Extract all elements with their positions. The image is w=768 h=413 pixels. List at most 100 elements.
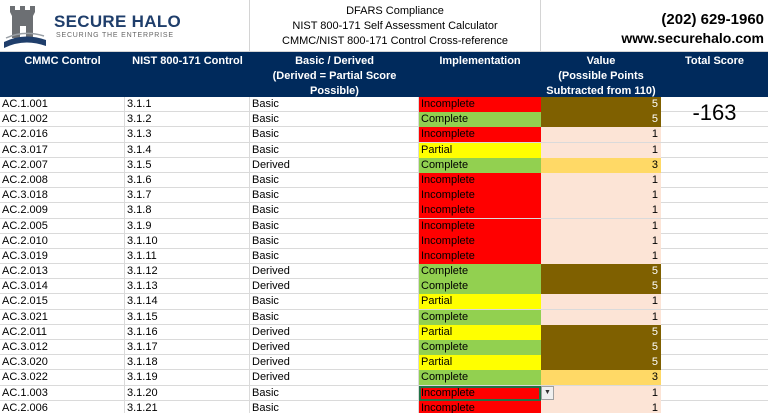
basic-derived-cell[interactable]: Basic [250,218,419,234]
basic-derived-cell[interactable]: Basic [250,385,419,401]
cmmc-control-cell[interactable]: AC.3.019 [0,248,125,264]
total-score-cell[interactable] [661,127,768,142]
total-score-cell[interactable] [661,173,768,188]
nist-control-cell[interactable]: 3.1.18 [125,355,250,371]
value-cell[interactable]: 5 [541,97,661,112]
cmmc-control-cell[interactable]: AC.1.001 [0,97,125,112]
implementation-cell[interactable]: Complete [419,279,541,295]
basic-derived-cell[interactable]: Derived [250,340,419,355]
total-score-cell[interactable] [661,355,768,370]
cmmc-control-cell[interactable]: AC.1.003 [0,385,125,401]
value-cell[interactable]: 1 [541,400,661,413]
cmmc-control-cell[interactable]: AC.3.021 [0,309,125,325]
basic-derived-cell[interactable]: Basic [250,142,419,158]
implementation-cell[interactable]: Incomplete [419,203,541,219]
total-score-cell[interactable] [661,279,768,294]
nist-control-cell[interactable]: 3.1.21 [125,400,250,413]
implementation-cell[interactable]: Incomplete [419,400,541,413]
basic-derived-cell[interactable]: Derived [250,324,419,340]
cmmc-control-cell[interactable]: AC.3.017 [0,142,125,158]
implementation-cell[interactable]: Partial [419,294,541,310]
implementation-cell[interactable]: Incomplete [419,233,541,249]
cmmc-control-cell[interactable]: AC.2.007 [0,157,125,173]
nist-control-cell[interactable]: 3.1.16 [125,324,250,340]
value-cell[interactable]: 1 [541,142,661,158]
cmmc-control-cell[interactable]: AC.2.010 [0,233,125,249]
value-cell[interactable]: 1 [541,385,661,401]
total-score-cell[interactable] [661,143,768,158]
nist-control-cell[interactable]: 3.1.3 [125,127,250,143]
value-cell[interactable]: 3 [541,370,661,386]
cmmc-control-cell[interactable]: AC.3.012 [0,340,125,355]
basic-derived-cell[interactable]: Derived [250,157,419,173]
value-cell[interactable]: 5 [541,279,661,295]
value-cell[interactable]: 1 [541,203,661,219]
implementation-cell[interactable]: Complete [419,112,541,128]
basic-derived-cell[interactable]: Basic [250,309,419,325]
basic-derived-cell[interactable]: Basic [250,172,419,188]
cmmc-control-cell[interactable]: AC.2.013 [0,264,125,280]
header-implementation[interactable]: Implementation [439,55,521,67]
value-cell[interactable]: 1 [541,294,661,310]
basic-derived-cell[interactable]: Basic [250,97,419,112]
cmmc-control-cell[interactable]: AC.1.002 [0,112,125,128]
cmmc-control-cell[interactable]: AC.2.006 [0,400,125,413]
cmmc-control-cell[interactable]: AC.2.011 [0,324,125,340]
value-cell[interactable]: 1 [541,218,661,234]
header-nist-control[interactable]: NIST 800-171 Control [132,55,243,67]
total-score-value[interactable]: -163 [692,100,737,125]
implementation-cell[interactable]: Complete [419,157,541,173]
total-score-cell[interactable] [661,370,768,385]
implementation-cell[interactable]: Complete [419,340,541,355]
implementation-cell[interactable]: Complete [419,370,541,386]
total-score-cell[interactable] [661,294,768,309]
cmmc-control-cell[interactable]: AC.2.005 [0,218,125,234]
total-score-cell[interactable] [661,203,768,218]
total-score-cell[interactable] [661,219,768,234]
nist-control-cell[interactable]: 3.1.17 [125,340,250,355]
nist-control-cell[interactable]: 3.1.9 [125,218,250,234]
implementation-cell[interactable]: Incomplete [419,172,541,188]
implementation-cell[interactable]: Partial [419,324,541,340]
basic-derived-cell[interactable]: Basic [250,294,419,310]
cmmc-control-cell[interactable]: AC.3.018 [0,188,125,204]
basic-derived-cell[interactable]: Basic [250,188,419,204]
basic-derived-cell[interactable]: Basic [250,127,419,143]
basic-derived-cell[interactable]: Basic [250,248,419,264]
implementation-cell[interactable]: Complete [419,309,541,325]
value-cell[interactable]: 3 [541,157,661,173]
total-score-cell[interactable] [661,234,768,249]
basic-derived-cell[interactable]: Derived [250,370,419,386]
value-cell[interactable]: 5 [541,324,661,340]
value-cell[interactable]: 1 [541,127,661,143]
implementation-cell[interactable]: Incomplete [419,248,541,264]
implementation-cell[interactable]: Partial [419,142,541,158]
value-cell[interactable]: 5 [541,264,661,280]
total-score-cell[interactable] [661,386,768,401]
nist-control-cell[interactable]: 3.1.14 [125,294,250,310]
nist-control-cell[interactable]: 3.1.4 [125,142,250,158]
nist-control-cell[interactable]: 3.1.13 [125,279,250,295]
total-score-cell[interactable] [661,325,768,340]
total-score-cell[interactable] [661,310,768,325]
implementation-cell[interactable]: Incomplete [419,127,541,143]
nist-control-cell[interactable]: 3.1.6 [125,172,250,188]
nist-control-cell[interactable]: 3.1.1 [125,97,250,112]
total-score-cell[interactable] [661,264,768,279]
value-cell[interactable]: 1 [541,309,661,325]
total-score-cell[interactable] [661,340,768,355]
implementation-cell[interactable]: Incomplete [419,188,541,204]
total-score-cell[interactable] [661,158,768,173]
header-value[interactable]: Value (Possible Points Subtracted from 1… [541,52,661,97]
header-cmmc-control[interactable]: CMMC Control [24,55,101,67]
implementation-cell[interactable]: Partial [419,355,541,371]
basic-derived-cell[interactable]: Basic [250,112,419,128]
cmmc-control-cell[interactable]: AC.2.015 [0,294,125,310]
basic-derived-cell[interactable]: Derived [250,264,419,280]
header-total-score[interactable]: Total Score [684,55,745,67]
nist-control-cell[interactable]: 3.1.2 [125,112,250,128]
chevron-down-icon[interactable]: ▼ [541,385,554,400]
nist-control-cell[interactable]: 3.1.15 [125,309,250,325]
basic-derived-cell[interactable]: Basic [250,400,419,413]
basic-derived-cell[interactable]: Basic [250,233,419,249]
